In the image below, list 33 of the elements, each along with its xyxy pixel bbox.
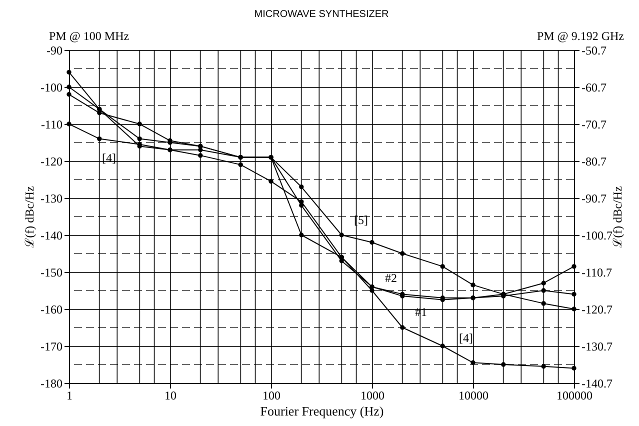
- y2-tick-label: -120.7: [582, 302, 612, 316]
- text: PM @ 9.192 GHz: [536, 29, 624, 43]
- annotation: #2: [385, 271, 397, 285]
- x-tick-label: 100: [262, 388, 280, 402]
- y2-tick-label: -50.7: [582, 44, 606, 58]
- y2-tick-label: -110.7: [582, 266, 612, 280]
- chart-title: MICROWAVE SYNTHESIZER: [254, 9, 389, 20]
- y-tick-label: -100: [40, 80, 62, 94]
- y2-tick-label: -100.7: [582, 228, 612, 242]
- x-tick-label: 100000: [556, 388, 592, 402]
- y-tick-label: -110: [40, 118, 62, 132]
- y2-tick-label: -140.7: [582, 376, 612, 390]
- y2-tick-label: -80.7: [582, 154, 606, 168]
- x-axis-title: Fourier Frequency (Hz): [260, 404, 384, 418]
- annotation: [4]: [459, 331, 473, 345]
- y-tick-label: -160: [40, 302, 62, 316]
- x-tick-label: 1000: [360, 388, 384, 402]
- x-tick-label: 10: [164, 388, 176, 402]
- y-tick-label: -90: [46, 44, 62, 58]
- y2-tick-label: -130.7: [582, 340, 612, 354]
- y2-tick-label: -90.7: [582, 192, 606, 206]
- y-tick-label: -140: [40, 228, 62, 242]
- y2-tick-label: -70.7: [582, 118, 606, 132]
- x-tick-label: 10000: [458, 388, 488, 402]
- y-tick-label: -170: [40, 340, 62, 354]
- y-tick-label: -180: [40, 376, 62, 390]
- y2-tick-label: -60.7: [582, 80, 606, 94]
- y-tick-label: -150: [40, 266, 62, 280]
- x-tick-label: 1: [66, 388, 72, 402]
- y-tick-label: -130: [40, 192, 62, 206]
- y-tick-label: -120: [40, 154, 62, 168]
- y-axis-title: ℒ(f) dBc/Hz: [22, 186, 37, 248]
- text: PM @ 100 MHz: [49, 29, 130, 43]
